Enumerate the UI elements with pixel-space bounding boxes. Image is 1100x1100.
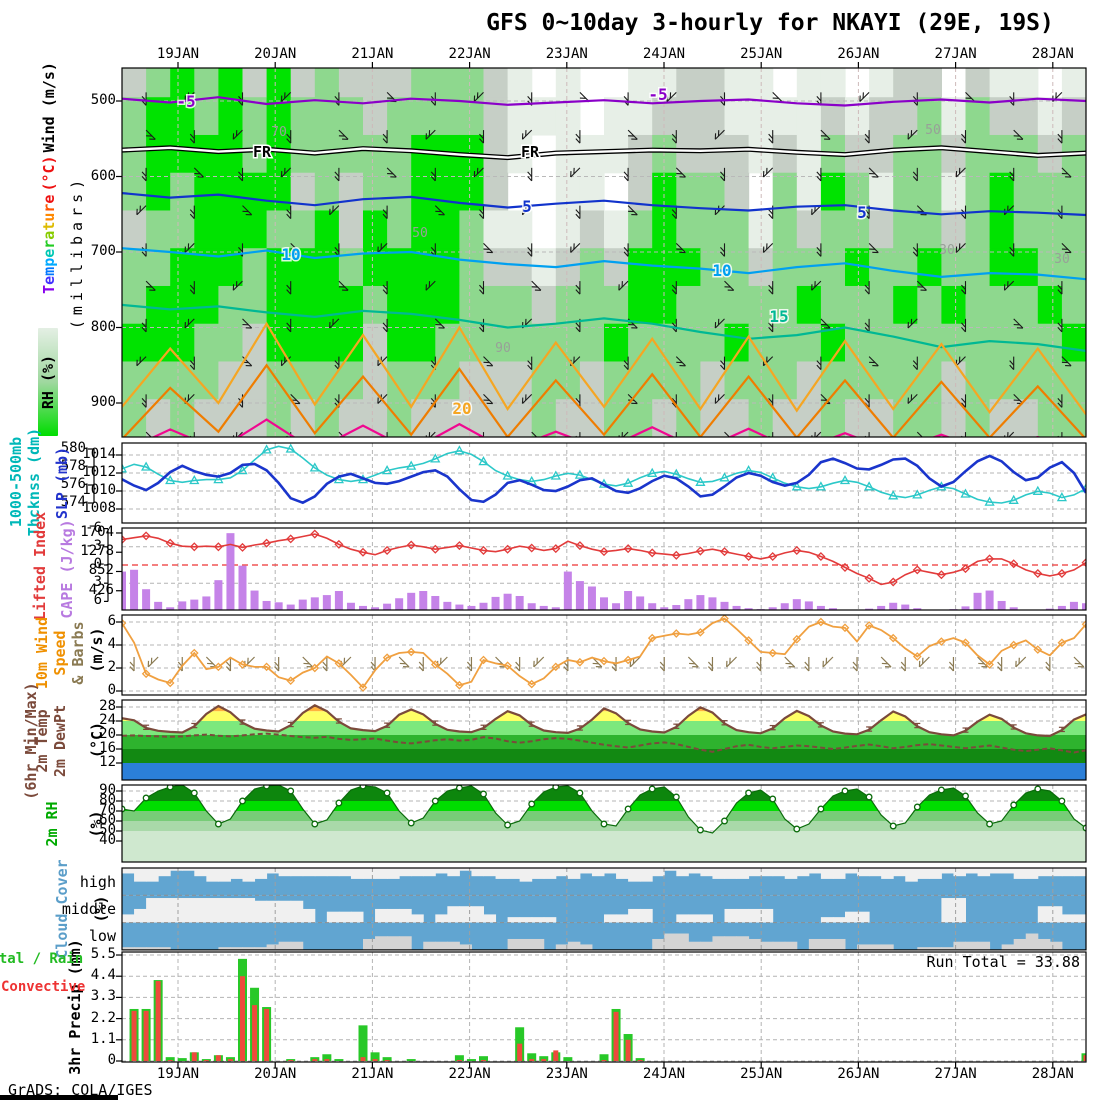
temperature-letter: r xyxy=(40,203,58,213)
svg-text:90: 90 xyxy=(495,341,511,356)
svg-text:-5: -5 xyxy=(176,92,195,111)
svg-text:30: 30 xyxy=(1054,252,1070,267)
svg-text:FR: FR xyxy=(521,143,540,161)
panel-frame xyxy=(121,699,1087,781)
minmax-label: (6hr Min/Max) xyxy=(22,682,40,800)
t2m-unit-label: (°C) xyxy=(88,721,106,759)
panel-frame xyxy=(121,442,1087,524)
precip-legend-convective: Convective xyxy=(1,979,86,995)
panel-t2m xyxy=(122,700,1086,780)
svg-text:10: 10 xyxy=(281,245,300,264)
panel-frame xyxy=(121,867,1087,951)
temperature-letter: r xyxy=(40,239,58,249)
svg-text:50: 50 xyxy=(925,123,941,138)
panel-frame xyxy=(121,614,1087,696)
temperature-letter: t xyxy=(40,221,58,231)
temperature-letter: e xyxy=(40,248,58,258)
svg-text:10: 10 xyxy=(712,261,731,280)
wind10-unit-label: (m/s) xyxy=(88,627,106,673)
temperature-letter: e xyxy=(40,194,58,204)
panel-frame xyxy=(121,784,1087,863)
panel-slp-thickness xyxy=(122,443,1086,523)
panel-upper-air: -5 -5 5 5 10 10 15 20 FR FR 70 50 50 30 90 30 xyxy=(122,68,1086,437)
temperature-letter: m xyxy=(40,266,58,276)
svg-text:5: 5 xyxy=(857,203,867,222)
precip-legend-total: Total / Rain xyxy=(0,951,84,967)
panel-rh2m xyxy=(122,785,1086,862)
panel-cape-li xyxy=(122,528,1086,610)
panel-frame xyxy=(121,527,1087,611)
temperature-letter: u xyxy=(40,212,58,222)
cloud-unit-label: (%) xyxy=(92,895,110,923)
wind10-label-3: & Barbs xyxy=(69,621,87,685)
thickness-label-1: 1000-500mb xyxy=(7,436,25,528)
credit: GrADS: COLA/IGES xyxy=(8,1081,153,1099)
panel-frame xyxy=(121,951,1087,1063)
rh2m-unit-label: (%) xyxy=(87,810,105,838)
temperature-letter: T xyxy=(40,284,58,294)
panel-cloud-cover xyxy=(122,868,1086,950)
temperature-letter: e xyxy=(40,275,58,285)
run-total: Run Total = 33.88 xyxy=(926,953,1080,971)
svg-text:20: 20 xyxy=(452,399,471,418)
svg-text:15: 15 xyxy=(769,307,788,326)
svg-text:FR: FR xyxy=(253,143,272,161)
wind10-label-2: Speed xyxy=(51,630,69,676)
svg-text:-5: -5 xyxy=(648,85,667,104)
upper-air-axis-title: Temperature (°C) Wind (m/s) xyxy=(39,23,59,333)
panel-precip xyxy=(122,952,1086,1062)
temperature-letter: a xyxy=(40,230,58,240)
wind-label: Wind (m/s) xyxy=(40,62,58,153)
svg-text:5: 5 xyxy=(522,197,532,216)
panel-wind10 xyxy=(122,615,1086,695)
millibars-label: (millibars) xyxy=(68,174,86,330)
temperature-letter: p xyxy=(40,257,58,267)
svg-text:70: 70 xyxy=(271,125,287,140)
temperature-unit-label: (°C) xyxy=(40,155,58,192)
bottom-bar xyxy=(0,1095,118,1100)
temperature-label: Temperature xyxy=(40,195,58,294)
t2m-band-fill xyxy=(122,705,1086,780)
td2m-label: 2m DewPt xyxy=(51,704,69,778)
page-title: GFS 0~10day 3-hourly for NKAYI (29E, 19S… xyxy=(486,10,1054,36)
svg-text:30: 30 xyxy=(939,243,955,258)
svg-text:50: 50 xyxy=(412,226,428,241)
